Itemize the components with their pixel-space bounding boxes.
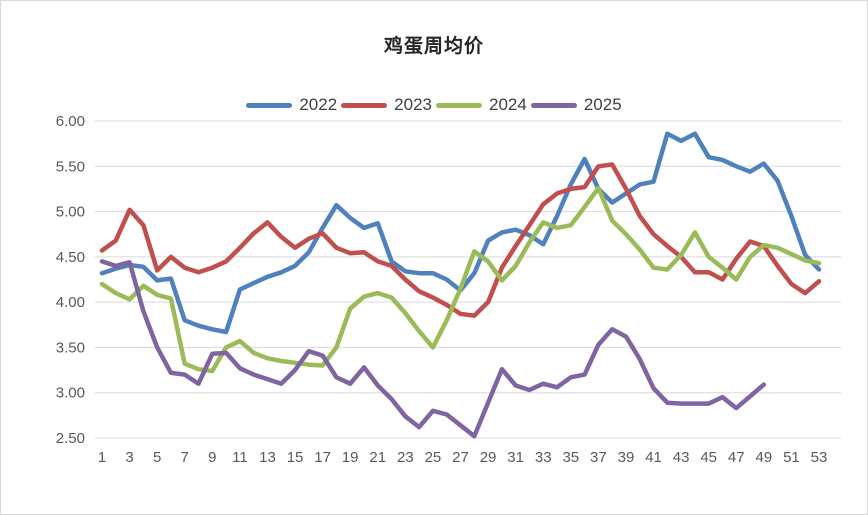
x-tick-label: 39 <box>618 449 635 466</box>
x-tick-label: 35 <box>562 449 579 466</box>
data-series-lines <box>99 131 822 439</box>
series-line-2023 <box>99 162 822 318</box>
x-tick-label: 49 <box>756 449 773 466</box>
x-tick-label: 33 <box>535 449 552 466</box>
legend-label: 2022 <box>299 95 338 114</box>
x-tick-label: 5 <box>153 449 161 466</box>
x-tick-label: 23 <box>397 449 414 466</box>
legend-line-swatch-2023 <box>341 102 388 108</box>
legend-label: 2024 <box>489 95 527 114</box>
y-tick-label: 3.00 <box>56 385 85 402</box>
x-tick-label: 51 <box>783 449 800 466</box>
x-tick-label: 45 <box>700 449 717 466</box>
x-tick-label: 29 <box>480 449 497 466</box>
x-tick-label: 47 <box>728 449 745 466</box>
x-tick-label: 13 <box>259 449 276 466</box>
y-tick-label: 5.00 <box>56 204 85 221</box>
legend-item-2022[interactable]: 2022 <box>246 95 337 115</box>
series-line-2025 <box>99 259 767 439</box>
legend-line-swatch-2024 <box>436 102 482 108</box>
y-tick-label: 4.50 <box>56 249 85 266</box>
series-line-2024 <box>99 185 822 374</box>
y-tick-label: 6.00 <box>56 113 85 130</box>
legend-line-swatch-2022 <box>246 102 293 108</box>
x-tick-label: 17 <box>314 449 331 466</box>
x-tick-label: 25 <box>425 449 442 466</box>
y-axis-tick-labels: 6.00 5.50 5.00 4.50 4.00 3.50 3.00 2.50 <box>56 113 85 447</box>
x-tick-label: 9 <box>208 449 216 466</box>
chart-title: 鸡蛋周均价 <box>383 36 484 57</box>
legend-item-2024[interactable]: 2024 <box>436 95 527 115</box>
x-tick-label: 15 <box>287 449 304 466</box>
x-tick-label: 43 <box>673 449 690 466</box>
legend-line-swatch-2025 <box>530 102 577 108</box>
x-tick-label: 3 <box>125 449 133 466</box>
x-tick-label: 41 <box>645 449 662 466</box>
legend-label: 2025 <box>583 95 622 114</box>
y-tick-label: 2.50 <box>56 430 85 447</box>
y-tick-label: 4.00 <box>56 294 85 311</box>
x-tick-label: 1 <box>98 449 106 466</box>
legend-item-2023[interactable]: 2023 <box>341 95 432 115</box>
legend: 2022 2023 2024 2025 <box>1 95 867 115</box>
x-tick-label: 7 <box>181 449 189 466</box>
x-tick-label: 21 <box>369 449 386 466</box>
x-axis-tick-labels: 1 3 5 7 9 11 13 15 17 19 21 23 25 27 29 31 33 35 37 39 41 43 4… <box>98 449 828 466</box>
y-tick-label: 5.50 <box>56 158 85 175</box>
x-tick-label: 27 <box>452 449 469 466</box>
x-tick-label: 11 <box>232 449 248 466</box>
x-tick-label: 37 <box>590 449 607 466</box>
x-tick-label: 31 <box>507 449 524 466</box>
gridlines <box>95 120 841 439</box>
y-tick-label: 3.50 <box>56 339 85 356</box>
legend-label: 2023 <box>394 95 432 114</box>
x-tick-label: 19 <box>342 449 359 466</box>
legend-item-2025[interactable]: 2025 <box>530 95 622 115</box>
x-tick-label: 53 <box>811 449 828 466</box>
